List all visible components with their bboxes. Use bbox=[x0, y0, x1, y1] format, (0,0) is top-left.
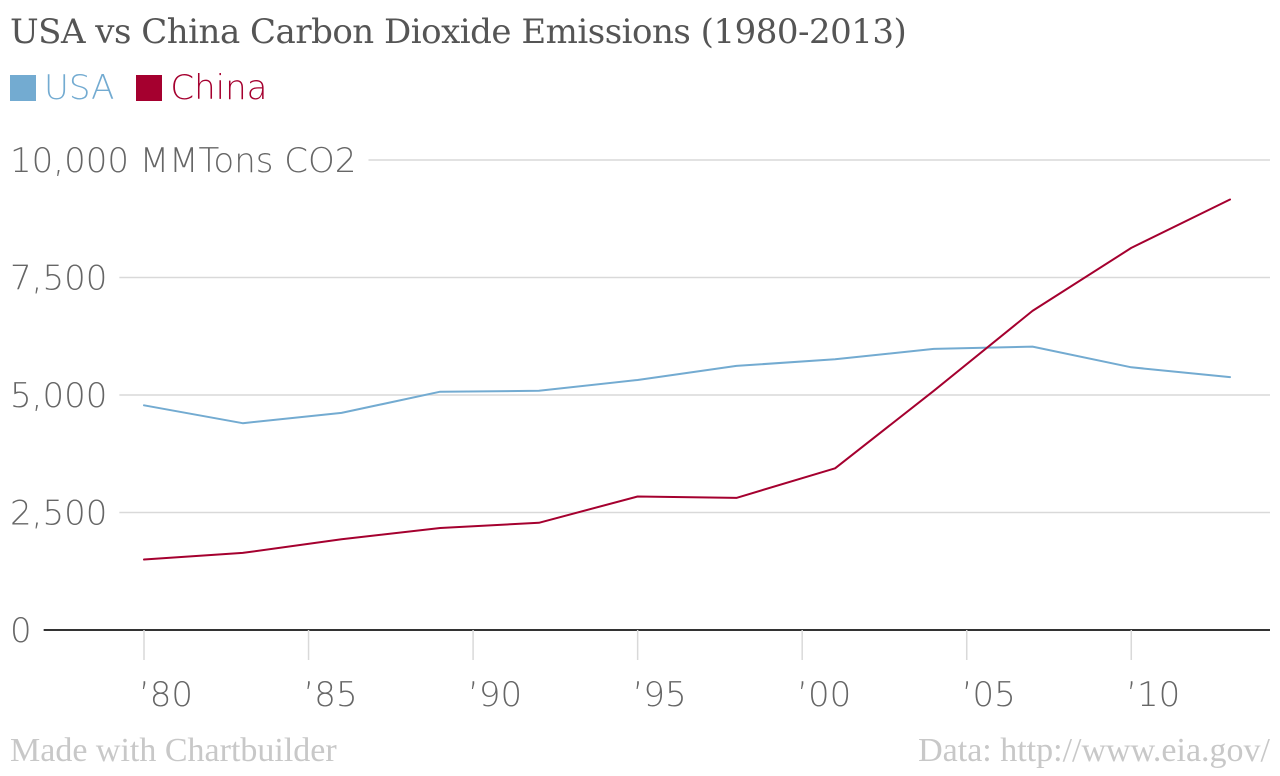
data-point-usa bbox=[143, 404, 145, 406]
y-tick-label: 5,000 bbox=[10, 376, 107, 416]
data-point-usa bbox=[242, 422, 244, 424]
legend-item-usa: USA bbox=[10, 68, 114, 108]
data-point-usa bbox=[538, 390, 540, 392]
legend-swatch-usa bbox=[10, 75, 36, 101]
x-tick-label: ’85 bbox=[304, 675, 358, 715]
data-point-china bbox=[834, 467, 836, 469]
y-tick-label: 2,500 bbox=[10, 494, 107, 534]
y-tick-label: 10,000 MMTons CO2 bbox=[10, 141, 356, 181]
data-point-usa bbox=[1130, 366, 1132, 368]
x-tick-label: ’05 bbox=[962, 675, 1016, 715]
data-point-china bbox=[1130, 247, 1132, 249]
data-point-usa bbox=[1032, 346, 1034, 348]
data-point-china bbox=[341, 538, 343, 540]
footer-source: Data: http://www.eia.gov/ bbox=[918, 732, 1270, 769]
x-tick-label: ’80 bbox=[139, 675, 193, 715]
data-point-usa bbox=[834, 358, 836, 360]
data-point-china bbox=[439, 527, 441, 529]
x-tick-label: ’00 bbox=[797, 675, 851, 715]
data-point-china bbox=[735, 497, 737, 499]
series-line-china bbox=[143, 198, 1231, 561]
footer-credit: Made with Chartbuilder bbox=[10, 732, 337, 769]
data-point-usa bbox=[637, 379, 639, 381]
legend-swatch-china bbox=[136, 75, 163, 101]
data-point-china bbox=[637, 496, 639, 498]
legend-label-usa: USA bbox=[44, 68, 115, 108]
legend: USA China bbox=[10, 68, 289, 108]
data-point-usa bbox=[341, 412, 343, 414]
legend-label-china: China bbox=[170, 68, 268, 108]
legend-item-china: China bbox=[136, 68, 267, 108]
data-point-usa bbox=[439, 391, 441, 393]
data-point-china bbox=[933, 390, 935, 392]
data-point-usa bbox=[735, 365, 737, 367]
data-point-usa bbox=[1229, 376, 1231, 378]
data-point-china bbox=[1032, 310, 1034, 312]
chart-title: USA vs China Carbon Dioxide Emissions (1… bbox=[10, 12, 907, 52]
data-point-usa bbox=[933, 348, 935, 350]
data-point-china bbox=[242, 552, 244, 554]
data-point-china bbox=[538, 522, 540, 524]
y-tick-label: 7,500 bbox=[10, 259, 107, 299]
data-point-china bbox=[1229, 199, 1231, 201]
x-tick-label: ’95 bbox=[633, 675, 687, 715]
x-tick-label: ’90 bbox=[468, 675, 522, 715]
data-point-china bbox=[143, 559, 145, 561]
series-line-usa bbox=[143, 345, 1231, 425]
y-tick-label: 0 bbox=[10, 611, 32, 651]
x-tick-label: ’10 bbox=[1126, 675, 1180, 715]
